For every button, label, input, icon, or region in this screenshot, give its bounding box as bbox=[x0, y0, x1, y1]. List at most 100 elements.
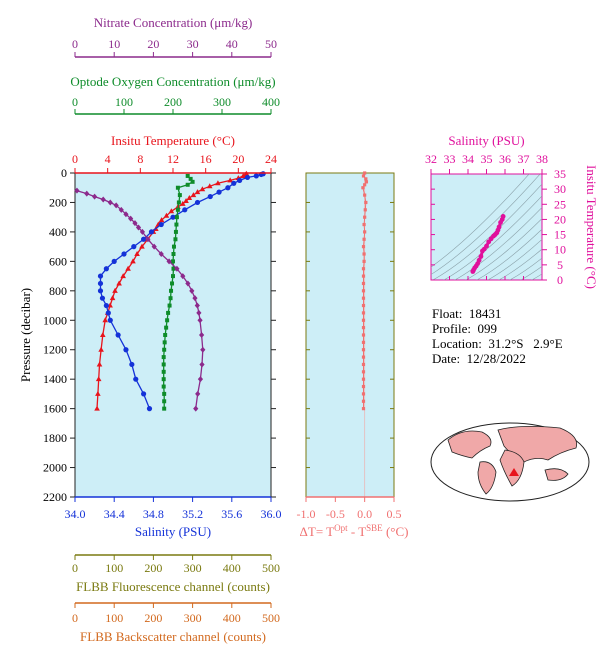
temperature-point bbox=[134, 251, 140, 256]
dt-point bbox=[361, 377, 366, 381]
temperature-tick-label: 8 bbox=[137, 152, 143, 166]
oxygen-point bbox=[175, 185, 180, 190]
ts-temperature-tick-label: 15 bbox=[554, 228, 566, 242]
dt-tick-label: -0.5 bbox=[326, 507, 345, 521]
ts-temperature-tick-label: 5 bbox=[557, 258, 563, 272]
density-contour bbox=[476, 228, 542, 280]
salinity-point bbox=[115, 332, 121, 338]
pressure-tick-label: 2200 bbox=[43, 490, 67, 504]
salinity-point bbox=[133, 376, 139, 382]
salinity-point bbox=[103, 302, 109, 309]
map-landmass bbox=[447, 430, 492, 459]
backscatter-tick-label: 100 bbox=[105, 611, 123, 625]
oxygen-point bbox=[174, 222, 179, 227]
temperature-tick-label: 0 bbox=[72, 152, 78, 166]
ts-salinity-tick-label: 32 bbox=[425, 152, 437, 166]
dt-point bbox=[361, 303, 366, 308]
ts-salinity-tick-label: 37 bbox=[518, 152, 530, 166]
density-contour bbox=[454, 206, 542, 280]
nitrate-point bbox=[128, 215, 134, 222]
fluorescence-tick-label: 400 bbox=[223, 561, 241, 575]
temperature-point bbox=[112, 287, 118, 293]
nitrate-point bbox=[113, 202, 119, 209]
oxygen-point bbox=[162, 340, 167, 345]
temperature-point bbox=[163, 212, 170, 218]
temperature-point bbox=[215, 180, 221, 186]
nitrate-point bbox=[74, 187, 80, 194]
salinity-point bbox=[111, 258, 117, 264]
oxygen-point bbox=[162, 399, 167, 404]
oxygen-point bbox=[177, 193, 182, 198]
oxygen-point bbox=[170, 281, 175, 286]
pressure-tick-label: 1600 bbox=[43, 402, 67, 416]
oxygen-point bbox=[185, 182, 190, 187]
oxygen-point bbox=[161, 369, 166, 374]
temperature-point bbox=[199, 186, 206, 192]
axes: 0200400600800100012001400160018002000220… bbox=[18, 15, 282, 644]
dt-axis-label: ΔT= TOpt - TSBE (°C) bbox=[300, 523, 409, 539]
oxygen-point bbox=[162, 347, 167, 352]
backscatter-tick-label: 200 bbox=[144, 611, 162, 625]
dt-point bbox=[363, 208, 367, 212]
temperature-tick-label: 20 bbox=[232, 152, 244, 166]
salinity-point bbox=[216, 189, 222, 195]
dt-point bbox=[361, 399, 366, 403]
nitrate-point bbox=[139, 228, 146, 235]
oxygen-tick-label: 0 bbox=[72, 95, 78, 109]
temperature-point bbox=[158, 217, 165, 223]
temperature-point bbox=[116, 280, 122, 286]
nitrate-tick-label: 0 bbox=[72, 37, 78, 51]
temperature-point bbox=[98, 346, 104, 352]
ts-salinity-tick-label: 33 bbox=[444, 152, 456, 166]
salinity-point bbox=[141, 391, 147, 397]
temperature-point bbox=[206, 183, 213, 189]
dt-label-part: SBE bbox=[366, 523, 383, 533]
pressure-tick-label: 200 bbox=[49, 195, 67, 209]
dt-point bbox=[361, 245, 366, 249]
salinity-tick-label: 34.4 bbox=[104, 507, 125, 521]
oxygen-point bbox=[161, 384, 166, 389]
dt-point bbox=[361, 407, 366, 411]
ts-salinity-tick-label: 36 bbox=[499, 152, 511, 166]
nitrate-point bbox=[92, 193, 98, 200]
pressure-tick-label: 400 bbox=[49, 225, 67, 239]
density-contour bbox=[432, 183, 542, 280]
pressure-tick-label: 600 bbox=[49, 254, 67, 268]
oxygen-point bbox=[166, 310, 171, 315]
oxygen-point bbox=[171, 252, 176, 256]
temperature-point bbox=[183, 197, 189, 203]
oxygen-point bbox=[171, 259, 175, 264]
nitrate-point bbox=[107, 199, 113, 206]
salinity-point bbox=[182, 207, 188, 213]
dt-point bbox=[361, 267, 366, 271]
dt-point bbox=[364, 180, 369, 184]
pressure-tick-label: 1800 bbox=[43, 431, 67, 445]
pressure-tick-label: 0 bbox=[61, 166, 67, 180]
main-plot-background bbox=[74, 172, 272, 498]
dt-point bbox=[364, 177, 368, 181]
temperature-point bbox=[96, 361, 103, 367]
nitrate-point bbox=[145, 236, 151, 243]
salinity-point bbox=[103, 266, 109, 272]
nitrate-point bbox=[200, 346, 206, 353]
nitrate-tick-label: 10 bbox=[108, 37, 120, 51]
dt-point bbox=[362, 252, 366, 256]
temperature-point bbox=[180, 200, 186, 206]
oxygen-tick-label: 300 bbox=[213, 95, 231, 109]
salinity-point bbox=[231, 180, 237, 186]
fluorescence-tick-label: 0 bbox=[72, 561, 78, 575]
temperature-point bbox=[186, 195, 193, 201]
fluorescence-tick-label: 300 bbox=[184, 561, 202, 575]
ts-line bbox=[471, 215, 505, 273]
dt-point bbox=[361, 370, 366, 374]
dt-point bbox=[363, 215, 367, 219]
nitrate-point bbox=[174, 265, 180, 272]
salinity-point bbox=[244, 174, 251, 181]
salinity-point bbox=[97, 288, 104, 294]
nitrate-tick-label: 30 bbox=[187, 37, 199, 51]
density-contour bbox=[498, 248, 542, 280]
salinity-point bbox=[158, 221, 164, 228]
temperature-point bbox=[227, 177, 233, 183]
temperature-tick-label: 16 bbox=[200, 152, 212, 166]
